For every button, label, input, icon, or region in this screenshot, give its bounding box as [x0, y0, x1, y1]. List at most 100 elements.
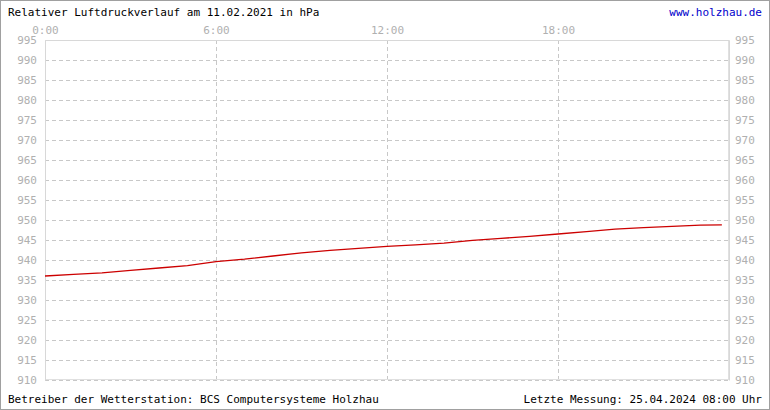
pressure-line	[45, 225, 722, 276]
tick: 965	[729, 154, 755, 167]
tick: 0:00	[32, 24, 59, 40]
grid-line	[558, 40, 559, 380]
grid-line	[45, 60, 729, 61]
tick: 935	[729, 274, 755, 287]
tick-label: 925	[735, 314, 755, 327]
tick-label: 960	[735, 174, 755, 187]
tick: 965	[17, 154, 45, 167]
y-axis-right: 910 915 920 925 930 935 940 945 950 955 960 965 970 9…	[729, 34, 755, 387]
tick-label: 6:00	[203, 24, 230, 37]
plot-frame	[46, 41, 729, 380]
tick-label: 945	[17, 234, 37, 247]
title: Relativer Luftdruckverlauf am 11.02.2021…	[8, 6, 319, 19]
tick-label: 930	[735, 294, 755, 307]
source-link[interactable]: www.holzhau.de	[669, 6, 762, 19]
tick-label: 925	[17, 314, 37, 327]
tick-label: 12:00	[371, 24, 404, 37]
tick-label: 955	[17, 194, 37, 207]
tick: 955	[729, 194, 755, 207]
tick-label: 935	[17, 274, 37, 287]
grid-line	[45, 360, 729, 361]
tick: 990	[17, 54, 45, 67]
tick-label: 950	[735, 214, 755, 227]
tick-label: 18:00	[542, 24, 575, 37]
tick-label: 975	[17, 114, 37, 127]
grid-line	[45, 40, 729, 41]
tick-label: 970	[735, 134, 755, 147]
y-axis-left: 910 915 920 925 930 935 940 945 950 955 960 965 970 9…	[17, 34, 45, 387]
tick-label: 980	[735, 94, 755, 107]
tick: 990	[729, 54, 755, 67]
tick-label: 995	[735, 34, 755, 47]
axis-line	[45, 41, 46, 381]
tick: 945	[729, 234, 755, 247]
tick-label: 970	[17, 134, 37, 147]
tick: 925	[17, 314, 45, 327]
tick-label: 950	[17, 214, 37, 227]
tick-label: 920	[735, 334, 755, 347]
tick-label: 915	[17, 354, 37, 367]
tick: 930	[729, 294, 755, 307]
grid-line	[216, 40, 217, 380]
grid-line	[45, 40, 46, 380]
tick-label: 980	[17, 94, 37, 107]
tick: 980	[729, 94, 755, 107]
tick-label: 930	[17, 294, 37, 307]
footer-left: Betreiber der Wetterstation: BCS Compute…	[8, 393, 379, 406]
tick: 950	[17, 214, 45, 227]
grid-line	[45, 200, 729, 201]
tick-label: 960	[17, 174, 37, 187]
tick: 910	[729, 374, 755, 387]
tick-label: 990	[17, 54, 37, 67]
tick-label: 975	[735, 114, 755, 127]
tick-label: 935	[735, 274, 755, 287]
tick: 12:00	[371, 24, 404, 40]
tick: 970	[729, 134, 755, 147]
tick-label: 910	[17, 374, 37, 387]
tick: 955	[17, 194, 45, 207]
tick-label: 920	[17, 334, 37, 347]
x-axis: 0:00 6:00 12:00 18:00	[32, 24, 729, 41]
tick-label: 945	[735, 234, 755, 247]
tick: 950	[729, 214, 755, 227]
tick: 915	[17, 354, 45, 367]
tick-label: 965	[17, 154, 37, 167]
tick-label: 985	[17, 74, 37, 87]
tick: 925	[729, 314, 755, 327]
grid-line	[387, 40, 388, 380]
footer-right: Letzte Messung: 25.04.2024 08:00 Uhr	[524, 393, 763, 406]
tick-label: 940	[17, 254, 37, 267]
tick: 940	[729, 254, 755, 267]
grid-line	[45, 220, 729, 221]
tick-label: 0:00	[32, 24, 59, 37]
tick: 18:00	[542, 24, 575, 40]
tick: 985	[17, 74, 45, 87]
outer-frame	[1, 1, 770, 410]
axis-line	[729, 41, 730, 381]
grid-line	[45, 240, 729, 241]
tick: 960	[729, 174, 755, 187]
tick: 980	[17, 94, 45, 107]
tick: 6:00	[203, 24, 230, 40]
grid-line	[45, 380, 729, 381]
tick: 960	[17, 174, 45, 187]
tick-label: 915	[735, 354, 755, 367]
tick: 920	[729, 334, 755, 347]
tick-label: 955	[735, 194, 755, 207]
tick: 915	[729, 354, 755, 367]
tick: 985	[729, 74, 755, 87]
tick: 940	[17, 254, 45, 267]
tick-label: 940	[735, 254, 755, 267]
axis-line	[46, 40, 730, 41]
tick: 975	[729, 114, 755, 127]
grid	[45, 40, 729, 381]
tick-label: 985	[735, 74, 755, 87]
tick: 935	[17, 274, 45, 287]
chart: 910 915 920 925 930 935 940 945 950 955 960 965 970 9…	[0, 0, 770, 410]
grid-line	[45, 80, 729, 81]
tick: 945	[17, 234, 45, 247]
grid-line	[45, 100, 729, 101]
tick-label: 910	[735, 374, 755, 387]
tick: 975	[17, 114, 45, 127]
tick: 930	[17, 294, 45, 307]
